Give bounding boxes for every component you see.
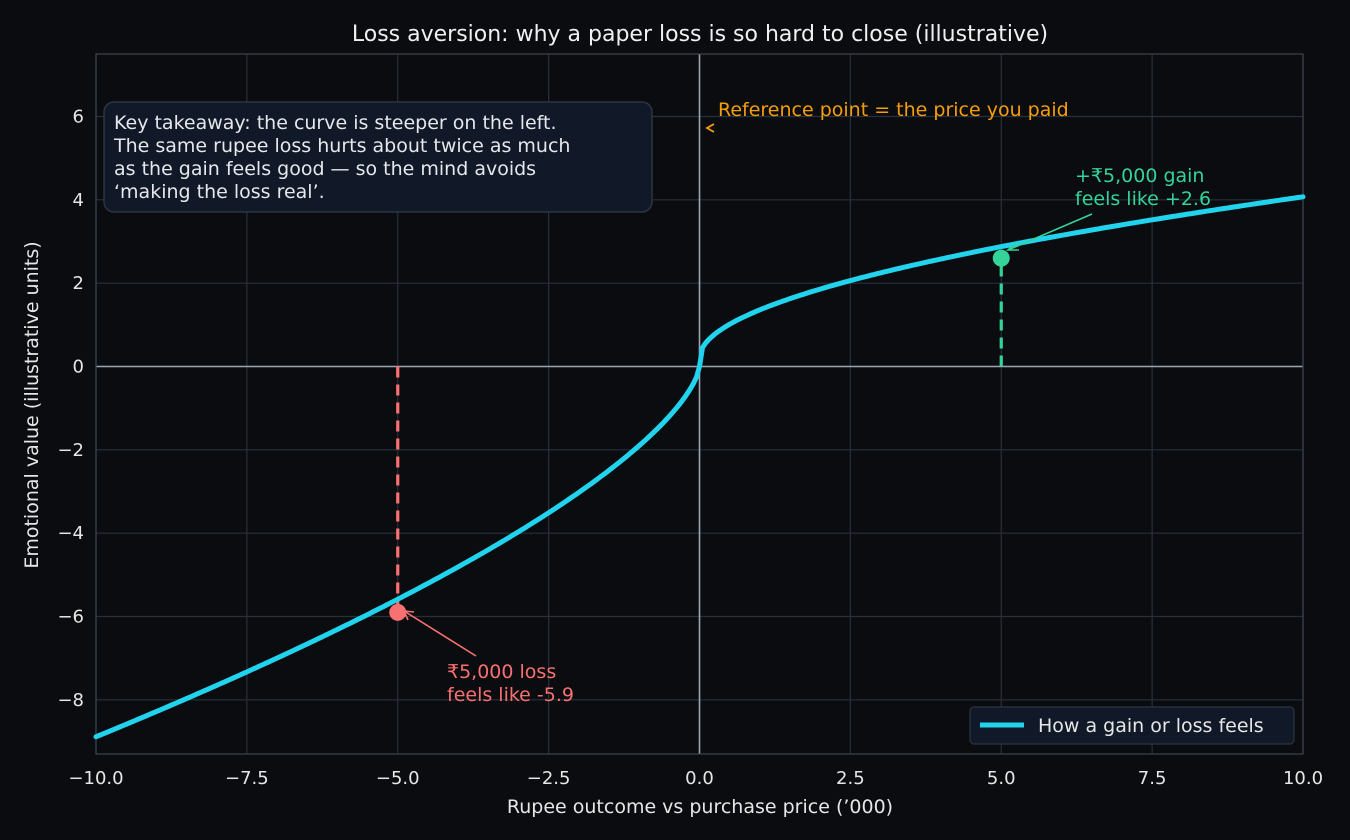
loss-annotation: ₹5,000 loss feels like -5.9 <box>402 610 574 706</box>
y-tick-label: 0 <box>73 357 84 378</box>
x-tick-label: −10.0 <box>68 768 123 789</box>
y-tick-labels: −8 −6 −4 −2 0 2 4 6 <box>57 107 84 711</box>
y-tick-label: −6 <box>57 607 84 628</box>
x-tick-label: 7.5 <box>1138 768 1167 789</box>
legend-box <box>969 706 1295 745</box>
plot-frame <box>95 53 1304 755</box>
takeaway-line-3: as the gain feels good — so the mind avo… <box>114 158 536 180</box>
reference-arrow-icon <box>705 123 715 133</box>
loss-arrow-icon <box>402 610 415 621</box>
x-tick-label: −7.5 <box>225 768 269 789</box>
reference-annotation: Reference point = the price you paid <box>705 99 1069 133</box>
legend-label: How a gain or loss feels <box>1038 715 1264 737</box>
y-tick-label: 2 <box>73 273 84 294</box>
gain-arrow-icon <box>1005 242 1019 251</box>
gain-label-line-2: feels like +2.6 <box>1075 188 1211 210</box>
highlight-points <box>389 249 1010 621</box>
loss-point <box>389 603 407 621</box>
gain-arrow-line <box>1007 213 1093 251</box>
x-tick-label: 10.0 <box>1283 768 1323 789</box>
x-axis-label: Rupee outcome vs purchase price (’000) <box>507 796 893 818</box>
gain-annotation: +₹5,000 gain feels like +2.6 <box>1005 165 1211 251</box>
x-tick-label: 2.5 <box>836 768 865 789</box>
takeaway-box-bg <box>103 101 653 213</box>
chart-title: Loss aversion: why a paper loss is so ha… <box>352 22 1048 47</box>
takeaway-line-1: Key takeaway: the curve is steeper on th… <box>114 112 557 134</box>
gain-point <box>992 249 1010 267</box>
value-curve <box>93 194 1306 740</box>
legend: How a gain or loss feels <box>969 706 1295 745</box>
gain-label-line-1: +₹5,000 gain <box>1075 165 1204 187</box>
loss-arrow-line <box>403 610 477 657</box>
x-tick-label: 5.0 <box>987 768 1016 789</box>
x-tick-labels: −10.0 −7.5 −5.0 −2.5 0.0 2.5 5.0 7.5 10.0 <box>68 768 1323 789</box>
y-tick-label: 4 <box>73 190 84 211</box>
x-tick-label: 0.0 <box>685 768 714 789</box>
highlight-guides <box>396 258 1003 613</box>
reference-label: Reference point = the price you paid <box>718 99 1069 121</box>
takeaway-line-4: ‘making the loss real’. <box>114 181 325 203</box>
y-tick-label: −2 <box>57 440 84 461</box>
takeaway-line-2: The same rupee loss hurts about twice as… <box>113 135 570 157</box>
y-axis-label: Emotional value (illustrative units) <box>21 241 43 568</box>
x-tick-label: −5.0 <box>376 768 420 789</box>
x-tick-label: −2.5 <box>527 768 571 789</box>
y-tick-label: 6 <box>73 107 84 128</box>
takeaway-box: Key takeaway: the curve is steeper on th… <box>103 101 653 213</box>
y-tick-label: −8 <box>57 690 84 711</box>
y-tick-label: −4 <box>57 523 84 544</box>
loss-label-line-2: feels like -5.9 <box>447 684 574 706</box>
loss-label-line-1: ₹5,000 loss <box>447 661 556 683</box>
